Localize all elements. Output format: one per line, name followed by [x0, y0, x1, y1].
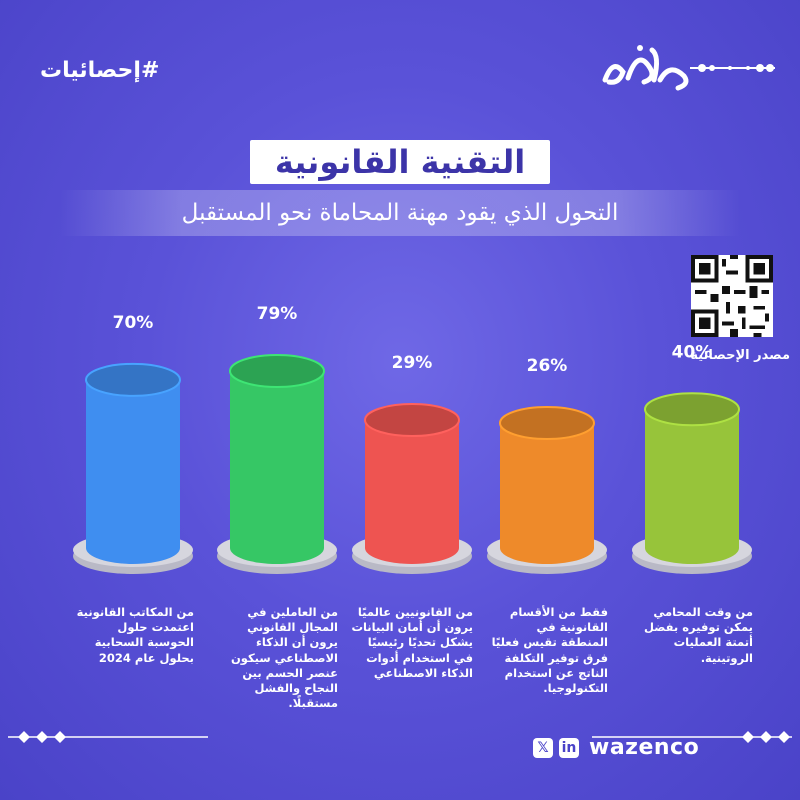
bar [230, 371, 324, 564]
brand-handle[interactable]: wazenco [589, 735, 700, 760]
bar-value-label: 40% [672, 342, 713, 362]
bar [365, 420, 459, 564]
bar [86, 379, 180, 564]
footer-ornament-right [592, 731, 792, 743]
linkedin-icon[interactable]: in [559, 737, 579, 758]
x-icon[interactable]: 𝕏 [533, 737, 553, 758]
page-subtitle: التحول الذي يقود مهنة المحاماة نحو المست… [60, 190, 740, 236]
footer-ornament-left [8, 731, 208, 743]
page-title: التقنية القانونية [250, 140, 550, 184]
bar-description: فقط من الأقسام القانونية في المنطقة تقيس… [491, 605, 608, 695]
bar [645, 409, 739, 564]
bar-description: من المكاتب القانونية اعتمدت حلول الحوسبة… [76, 605, 194, 665]
bar-value-label: 79% [257, 304, 298, 324]
bar-description: من وقت المحامي يمكن توفيره بفضل أتمتة ال… [644, 605, 753, 665]
qr-code-icon[interactable] [691, 255, 773, 337]
bar-value-label: 26% [527, 356, 568, 376]
source-label: مصدر الإحصائية [690, 348, 790, 363]
bar-description: من القانونيين عالميًا يرون أن أمان البيا… [351, 605, 473, 680]
wazen-logo [602, 45, 775, 91]
bar-top [499, 406, 595, 440]
bar-description: من العاملين في المجال القانوني يرون أن ا… [230, 605, 338, 711]
bar-top [85, 362, 181, 397]
bar-top [644, 392, 740, 427]
bar-value-label: 70% [113, 313, 154, 333]
social-links: 𝕏 in wazenco [533, 735, 699, 760]
bar-value-label: 29% [392, 353, 433, 373]
hashtag-label: #إحصائيات [40, 58, 160, 83]
bar-top [229, 354, 325, 388]
bar [500, 423, 594, 564]
bar-top [364, 403, 460, 438]
